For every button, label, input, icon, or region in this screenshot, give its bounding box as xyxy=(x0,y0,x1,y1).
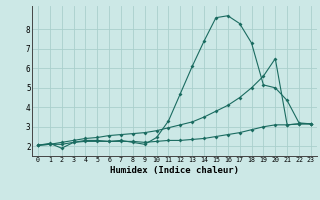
X-axis label: Humidex (Indice chaleur): Humidex (Indice chaleur) xyxy=(110,166,239,175)
